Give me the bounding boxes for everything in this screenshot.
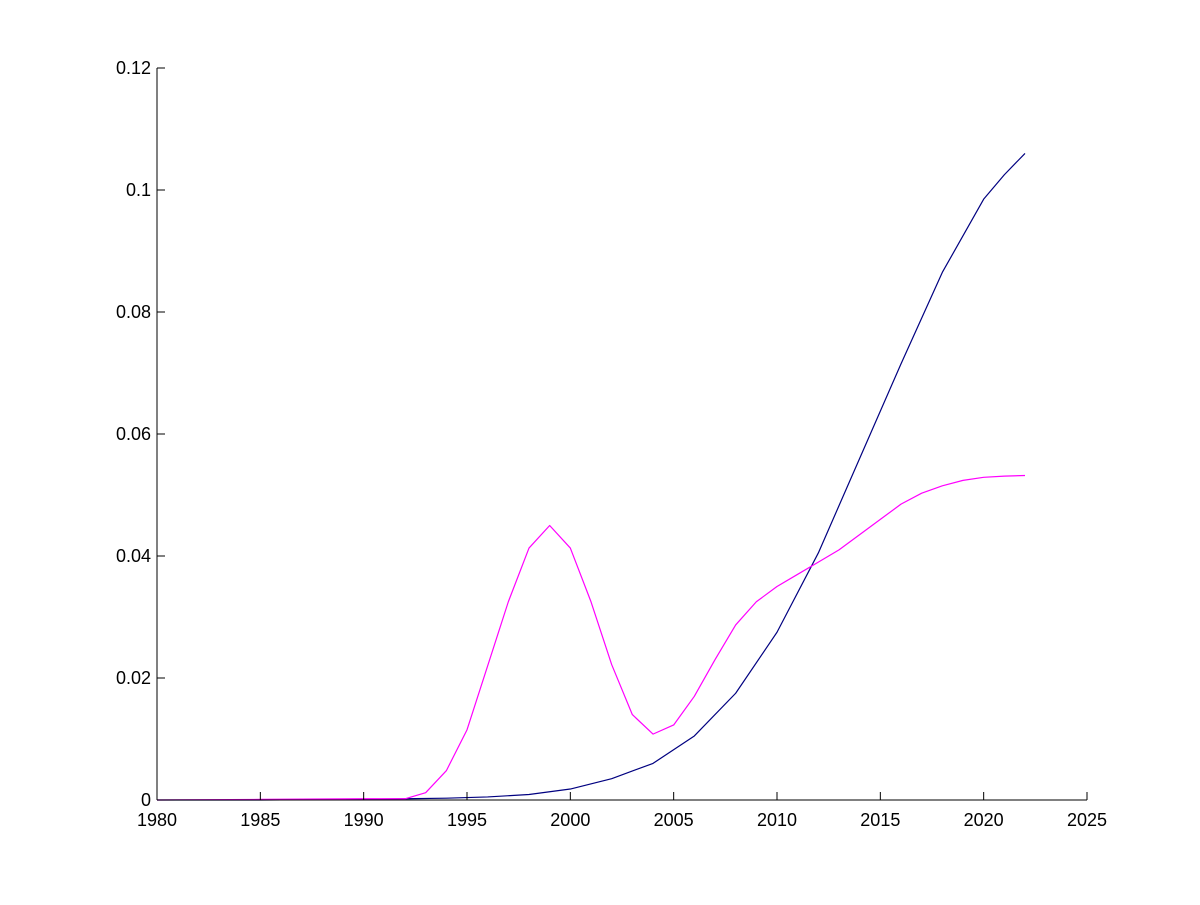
x-tick-label: 2015: [860, 810, 900, 830]
x-tick-label: 1995: [447, 810, 487, 830]
x-tick-label: 2025: [1067, 810, 1107, 830]
y-tick-label: 0: [141, 790, 151, 810]
x-tick-label: 2010: [757, 810, 797, 830]
series-layer: [156, 152, 1026, 801]
x-tick-label: 2000: [550, 810, 590, 830]
series-line-2: [156, 474, 1026, 801]
x-tick-label: 1985: [240, 810, 280, 830]
y-tick-label: 0.08: [116, 302, 151, 322]
y-tick-label: 0.06: [116, 424, 151, 444]
axis-layer: 1980 1985 1990 1995 2000 2005 2010 2015 2020 2025…: [116, 58, 1107, 830]
x-tick-label: 1980: [137, 810, 177, 830]
y-tick-label: 0.02: [116, 668, 151, 688]
y-tick-label: 0.04: [116, 546, 151, 566]
series-line-1: [157, 152, 1026, 801]
x-tick-label: 1990: [344, 810, 384, 830]
x-tick-label: 2020: [964, 810, 1004, 830]
y-tick-label: 0.12: [116, 58, 151, 78]
y-tick-label: 0.1: [126, 180, 151, 200]
x-tick-label: 2005: [654, 810, 694, 830]
